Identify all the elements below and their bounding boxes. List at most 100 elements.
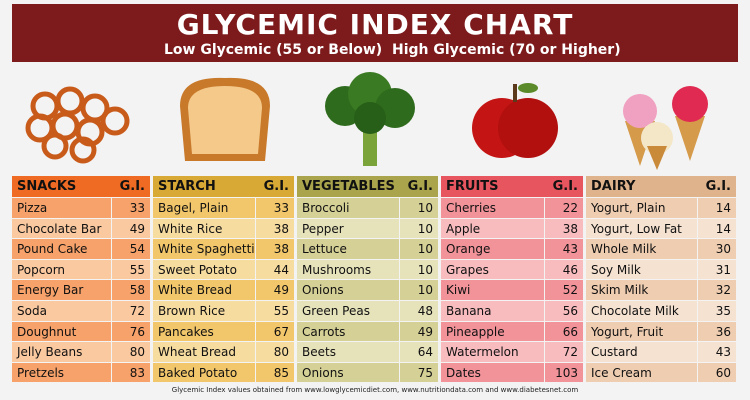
food-name: Brown Rice	[153, 301, 255, 321]
food-name: Orange	[441, 239, 544, 259]
gi-value: 75	[400, 362, 438, 383]
food-name: Popcorn	[12, 259, 111, 280]
gi-value: 36	[698, 321, 736, 342]
food-name: Watermelon	[441, 342, 544, 362]
food-name: Pineapple	[441, 321, 544, 342]
gi-value: 49	[112, 218, 150, 239]
food-name: White Rice	[153, 218, 255, 239]
gi-value: 10	[400, 239, 438, 259]
food-name: Whole Milk	[586, 239, 697, 259]
gi-value: 54	[112, 239, 150, 259]
gi-value: 83	[112, 362, 150, 383]
food-name: Baked Potato	[153, 362, 255, 383]
food-name: Soda	[12, 301, 111, 321]
footer: Glycemic Index values obtained from www.…	[171, 386, 579, 394]
food-name: Kiwi	[441, 280, 544, 300]
gi-header: G.I.	[112, 176, 150, 197]
gi-value: 31	[698, 259, 736, 280]
gi-value: 46	[545, 259, 583, 280]
food-name: Mushrooms	[297, 259, 399, 280]
food-name: Yogurt, Fruit	[586, 321, 697, 342]
gi-value: 33	[256, 198, 294, 218]
pretzels-image	[25, 86, 130, 164]
group-header: STARCH	[153, 176, 256, 197]
food-name: Onions	[297, 362, 399, 383]
gi-value: 49	[256, 280, 294, 300]
food-name: Yogurt, Low Fat	[586, 218, 697, 239]
gi-value: 33	[112, 198, 150, 218]
gi-value: 14	[698, 218, 736, 239]
food-name: Ice Cream	[586, 362, 697, 383]
gi-value: 49	[400, 321, 438, 342]
gi-value: 60	[698, 362, 736, 383]
gi-value: 48	[400, 301, 438, 321]
gi-value: 10	[400, 280, 438, 300]
gi-value: 22	[545, 198, 583, 218]
gi-value: 52	[545, 280, 583, 300]
gi-value: 66	[545, 321, 583, 342]
gi-value: 43	[698, 342, 736, 362]
gi-value: 10	[400, 259, 438, 280]
gi-header: G.I.	[698, 176, 736, 197]
food-name: Carrots	[297, 321, 399, 342]
subtitle-high: High Glycemic (70 or Higher)	[392, 42, 621, 58]
gi-value: 64	[400, 342, 438, 362]
food-name: Chocolate Bar	[12, 218, 111, 239]
gi-value: 30	[698, 239, 736, 259]
gi-header: G.I.	[545, 176, 583, 197]
group-header: FRUITS	[441, 176, 545, 197]
gi-value: 76	[112, 321, 150, 342]
food-name: Pepper	[297, 218, 399, 239]
broccoli-image	[325, 72, 415, 166]
food-name: Pretzels	[12, 362, 111, 383]
food-name: Pizza	[12, 198, 111, 218]
group-header: SNACKS	[12, 176, 112, 197]
food-name: White Spaghetti	[153, 239, 255, 259]
gi-value: 58	[112, 280, 150, 300]
food-name: Apple	[441, 218, 544, 239]
gi-value: 38	[256, 218, 294, 239]
food-name: Dates	[441, 362, 544, 383]
header-band: GLYCEMIC INDEX CHART Low Glycemic (55 or…	[12, 4, 738, 62]
gi-value: 43	[545, 239, 583, 259]
gi-value: 56	[545, 301, 583, 321]
food-name: Green Peas	[297, 301, 399, 321]
gi-value: 103	[545, 362, 583, 383]
food-name: Chocolate Milk	[586, 301, 697, 321]
food-name: Beets	[297, 342, 399, 362]
toast-image	[180, 77, 270, 161]
food-name: White Bread	[153, 280, 255, 300]
gi-value: 38	[256, 239, 294, 259]
gi-header: G.I.	[256, 176, 294, 197]
gi-value: 80	[256, 342, 294, 362]
food-name: Soy Milk	[586, 259, 697, 280]
gi-value: 67	[256, 321, 294, 342]
gi-value: 80	[112, 342, 150, 362]
gi-value: 72	[112, 301, 150, 321]
food-name: Doughnut	[12, 321, 111, 342]
gi-value: 44	[256, 259, 294, 280]
subtitle-low: Low Glycemic (55 or Below)	[164, 42, 383, 58]
gi-value: 32	[698, 280, 736, 300]
food-name: Broccoli	[297, 198, 399, 218]
gi-value: 72	[545, 342, 583, 362]
food-name: Bagel, Plain	[153, 198, 255, 218]
gi-value: 55	[112, 259, 150, 280]
gi-value: 38	[545, 218, 583, 239]
food-name: Skim Milk	[586, 280, 697, 300]
food-name: Sweet Potato	[153, 259, 255, 280]
food-name: Yogurt, Plain	[586, 198, 697, 218]
food-name: Banana	[441, 301, 544, 321]
gi-header: G.I.	[400, 176, 438, 197]
food-name: Energy Bar	[12, 280, 111, 300]
food-name: Pancakes	[153, 321, 255, 342]
food-name: Custard	[586, 342, 697, 362]
gi-value: 35	[698, 301, 736, 321]
title: GLYCEMIC INDEX CHART	[176, 8, 574, 41]
gi-value: 10	[400, 198, 438, 218]
group-header: VEGETABLES	[297, 176, 400, 197]
gi-value: 55	[256, 301, 294, 321]
gi-value: 10	[400, 218, 438, 239]
food-name: Lettuce	[297, 239, 399, 259]
